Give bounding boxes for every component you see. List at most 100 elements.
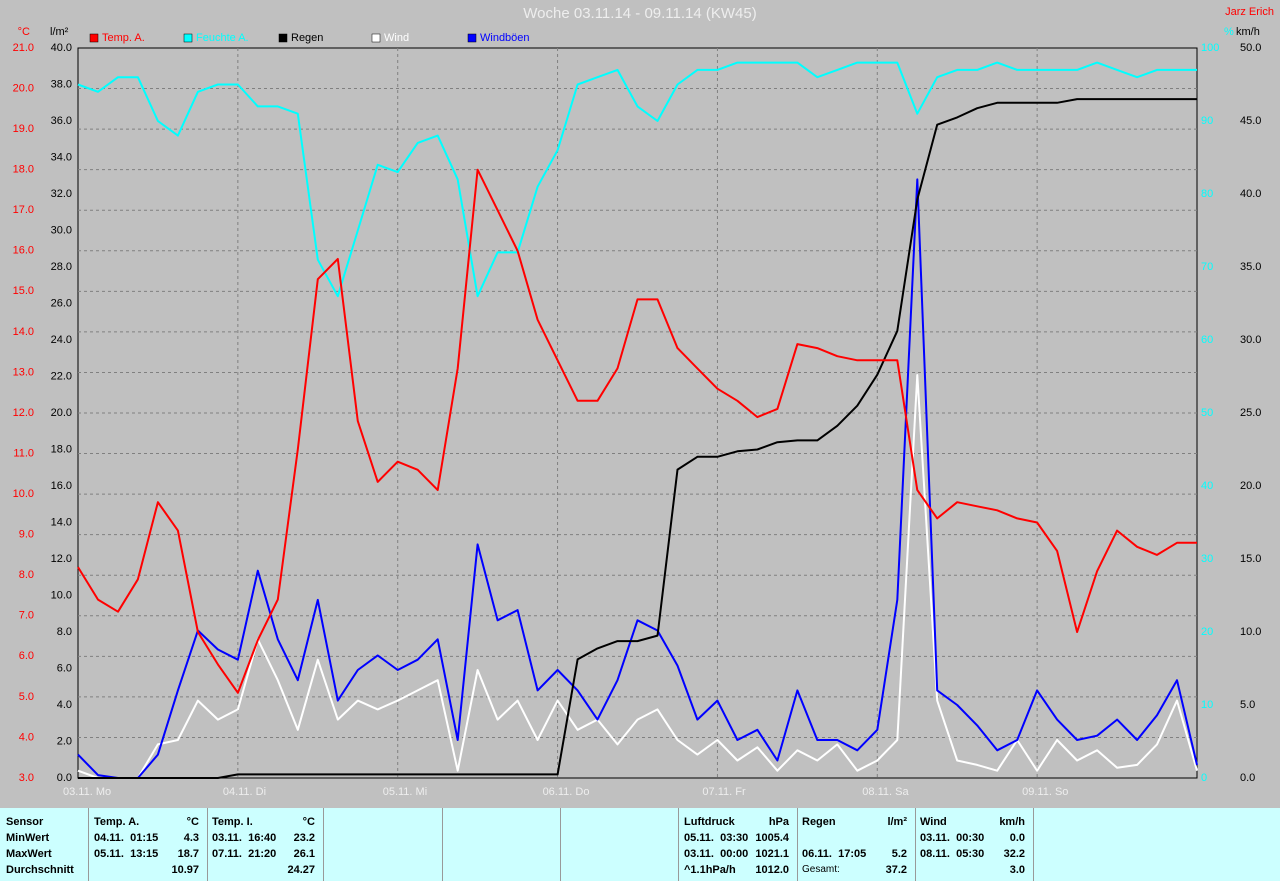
legend-label: Wind [384, 32, 409, 44]
cell-value: 37.2 [885, 864, 907, 876]
y-tick-label: 13.0 [13, 366, 34, 378]
cell-text: ^1.1hPa/h [684, 864, 736, 876]
chart-title: Woche 03.11.14 - 09.11.14 (KW45) [523, 5, 756, 22]
row-label: Durchschnitt [6, 864, 74, 876]
column-header: Temp. A. [94, 816, 140, 828]
series-line [78, 98, 1197, 779]
cell-text: 04.11. 01:15 [94, 832, 159, 844]
column-unit: °C [186, 816, 199, 828]
y-axis-unit: °C [18, 26, 30, 38]
y3-tick-label: 100 [1201, 42, 1219, 54]
y2-tick-label: 12.0 [51, 553, 72, 565]
y-tick-label: 3.0 [19, 772, 34, 784]
y-tick-label: 16.0 [13, 245, 34, 257]
stats-table: Sensor MinWert MaxWert Durchschnitt Temp. A.… [0, 808, 1280, 881]
y2-tick-label: 28.0 [51, 261, 72, 273]
x-tick-label: 05.11. Mi [383, 786, 427, 798]
series-line [77, 61, 1197, 298]
y2-tick-label: 4.0 [57, 699, 72, 711]
y2-tick-label: 30.0 [51, 224, 72, 236]
column-separator [442, 808, 443, 881]
column-separator [797, 808, 798, 881]
series-line [77, 178, 1198, 779]
column-separator [207, 808, 208, 881]
series-line [77, 168, 1197, 694]
x-tick-label: 08.11. Sa [862, 786, 909, 798]
cell-text: 07.11. 21:20 [212, 848, 277, 860]
y2-tick-label: 20.0 [51, 407, 72, 419]
cell-text: 05.11. 03:30 [684, 832, 749, 844]
y-tick-label: 21.0 [13, 42, 34, 54]
y4-tick-label: 20.0 [1240, 480, 1261, 492]
y3-tick-label: 30 [1201, 553, 1213, 565]
y4-tick-label: 0.0 [1240, 772, 1255, 784]
y3-tick-label: 0 [1201, 772, 1207, 784]
legend-label: Regen [291, 32, 323, 44]
cell-value: 23.2 [293, 832, 315, 844]
y-tick-label: 15.0 [13, 285, 34, 297]
y3-tick-label: 50 [1201, 407, 1213, 419]
y-tick-label: 14.0 [13, 326, 34, 338]
cell-value: 1005.4 [755, 832, 789, 844]
cell-text: 03.11. 00:00 [684, 848, 749, 860]
legend-label: Windböen [480, 32, 530, 44]
y2-tick-label: 0.0 [57, 772, 72, 784]
y-tick-label: 19.0 [13, 123, 34, 135]
y-tick-label: 5.0 [19, 691, 34, 703]
x-tick-label: 04.11. Di [223, 786, 266, 798]
y4-tick-label: 35.0 [1240, 261, 1261, 273]
y-tick-label: 18.0 [13, 164, 34, 176]
column-unit: °C [302, 816, 315, 828]
y3-tick-label: 80 [1201, 188, 1213, 200]
legend-swatch [278, 33, 288, 43]
y4-tick-label: 25.0 [1240, 407, 1261, 419]
author: Jarz Erich [1225, 6, 1274, 18]
y3-tick-label: 40 [1201, 480, 1213, 492]
y2-tick-label: 24.0 [51, 334, 72, 346]
legend-swatch [183, 33, 193, 43]
row-label: Sensor [6, 816, 44, 828]
y2-axis-unit: l/m² [50, 26, 69, 38]
y2-tick-label: 40.0 [51, 42, 72, 54]
y2-tick-label: 8.0 [57, 626, 72, 638]
column-separator [560, 808, 561, 881]
y2-tick-label: 2.0 [57, 735, 72, 747]
y-tick-label: 17.0 [13, 204, 34, 216]
cell-value: 26.1 [293, 848, 315, 860]
cell-value: 1012.0 [755, 864, 789, 876]
cell-text: 03.11. 16:40 [212, 832, 277, 844]
column-separator [915, 808, 916, 881]
y2-tick-label: 6.0 [57, 662, 72, 674]
column-separator [323, 808, 324, 881]
cell-value: 3.0 [1009, 864, 1025, 876]
y-tick-label: 11.0 [13, 447, 34, 459]
x-tick-label: 03.11. Mo [63, 786, 111, 798]
y2-tick-label: 34.0 [51, 151, 72, 163]
y3-tick-label: 70 [1201, 261, 1213, 273]
column-unit: hPa [768, 816, 789, 828]
y2-tick-label: 10.0 [51, 589, 72, 601]
y4-tick-label: 15.0 [1240, 553, 1261, 565]
y3-tick-label: 90 [1201, 115, 1213, 127]
legend-label: Feuchte A. [196, 32, 249, 44]
column-unit: km/h [999, 816, 1025, 828]
y2-tick-label: 18.0 [51, 443, 72, 455]
cell-value: 18.7 [177, 848, 199, 860]
x-tick-label: 07.11. Fr [702, 786, 746, 798]
y-tick-label: 10.0 [13, 488, 34, 500]
y3-tick-label: 10 [1201, 699, 1213, 711]
legend-swatch [467, 33, 477, 43]
y-tick-label: 8.0 [19, 569, 34, 581]
column-header: Wind [920, 816, 947, 828]
y4-tick-label: 40.0 [1240, 188, 1261, 200]
cell-value: 5.2 [891, 848, 907, 860]
y3-tick-label: 60 [1201, 334, 1213, 346]
chart: Woche 03.11.14 - 09.11.14 (KW45) Jarz Er… [13, 5, 1274, 798]
column-unit: l/m² [887, 816, 907, 828]
y3-tick-label: 20 [1201, 626, 1213, 638]
column-header: Temp. I. [212, 816, 253, 828]
column-separator [88, 808, 89, 881]
cell-value: 0.0 [1009, 832, 1025, 844]
cell-value: 1021.1 [755, 848, 789, 860]
